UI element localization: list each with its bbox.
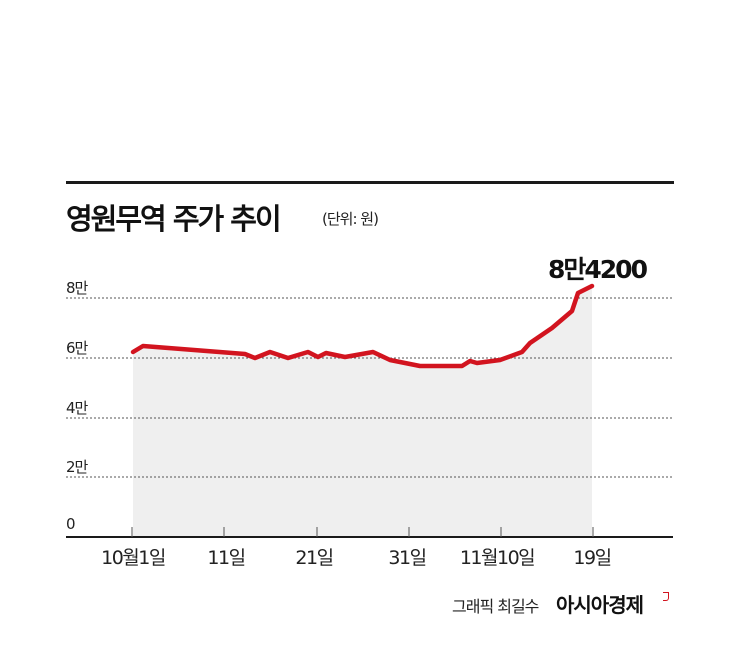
price-line [130,283,595,369]
x-tick-label-oct31: 31일 [388,547,427,569]
x-tick-label-oct21: 21일 [295,547,334,569]
x-ticks [131,527,594,537]
x-tick-label-nov19: 19일 [573,547,612,569]
x-tick-label-nov10: 11월10일 [459,547,536,569]
y-tick-label-40000: 4만 [66,399,88,417]
top-rule [66,181,674,184]
x-tick-label-oct1: 10월1일 [101,547,166,569]
gridlines [66,297,673,478]
y-tick-label-20000: 2만 [66,458,88,476]
area-fill [133,286,592,537]
unit-label: (단위: 원) [322,210,379,228]
y-tick-label-60000: 6만 [66,339,88,357]
chart-title: 영원무역 주가 추이 [66,202,282,236]
brand-logo: 아시아경제 [556,593,644,617]
x-tick-label-oct11: 11일 [207,547,246,569]
graphic-credit: 그래픽 최길수 [452,597,539,616]
brand-mark-icon [663,592,669,601]
y-tick-label-0: 0 [66,515,75,533]
last-value-annotation: 8만4200 [548,255,648,284]
y-tick-label-80000: 8만 [66,279,88,297]
